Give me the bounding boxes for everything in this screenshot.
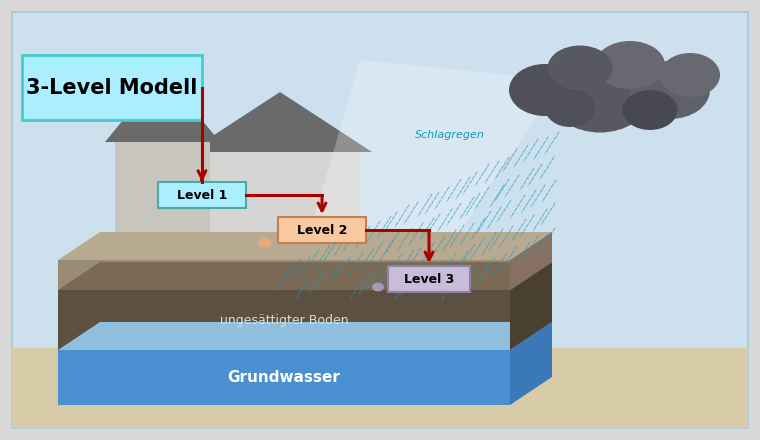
Polygon shape bbox=[200, 152, 360, 232]
Text: Schlagregen: Schlagregen bbox=[415, 130, 485, 140]
Ellipse shape bbox=[660, 53, 720, 97]
Ellipse shape bbox=[595, 41, 665, 89]
Text: Level 2: Level 2 bbox=[297, 224, 347, 237]
Text: 3-Level Modell: 3-Level Modell bbox=[27, 77, 198, 98]
Ellipse shape bbox=[372, 282, 384, 292]
Polygon shape bbox=[115, 142, 210, 232]
Polygon shape bbox=[58, 262, 552, 290]
Polygon shape bbox=[58, 260, 510, 290]
Polygon shape bbox=[105, 72, 220, 142]
Ellipse shape bbox=[553, 67, 648, 132]
Ellipse shape bbox=[630, 61, 710, 119]
Polygon shape bbox=[58, 232, 552, 260]
FancyBboxPatch shape bbox=[22, 55, 202, 120]
Polygon shape bbox=[58, 350, 510, 405]
Text: Grundwasser: Grundwasser bbox=[227, 370, 340, 385]
Ellipse shape bbox=[622, 90, 677, 130]
Polygon shape bbox=[510, 262, 552, 350]
Ellipse shape bbox=[509, 64, 581, 116]
Polygon shape bbox=[510, 322, 552, 405]
Polygon shape bbox=[58, 322, 552, 350]
Polygon shape bbox=[310, 60, 560, 232]
Polygon shape bbox=[510, 232, 552, 290]
Text: Level 1: Level 1 bbox=[177, 188, 227, 202]
Ellipse shape bbox=[547, 45, 613, 91]
Ellipse shape bbox=[258, 238, 271, 248]
Text: ungesättigter Boden: ungesättigter Boden bbox=[220, 313, 348, 326]
Ellipse shape bbox=[545, 89, 595, 127]
Bar bbox=[12, 348, 748, 428]
FancyBboxPatch shape bbox=[388, 266, 470, 292]
FancyBboxPatch shape bbox=[158, 182, 246, 208]
Polygon shape bbox=[58, 290, 510, 350]
Polygon shape bbox=[188, 92, 372, 152]
Text: Level 3: Level 3 bbox=[404, 272, 454, 286]
FancyBboxPatch shape bbox=[278, 217, 366, 243]
